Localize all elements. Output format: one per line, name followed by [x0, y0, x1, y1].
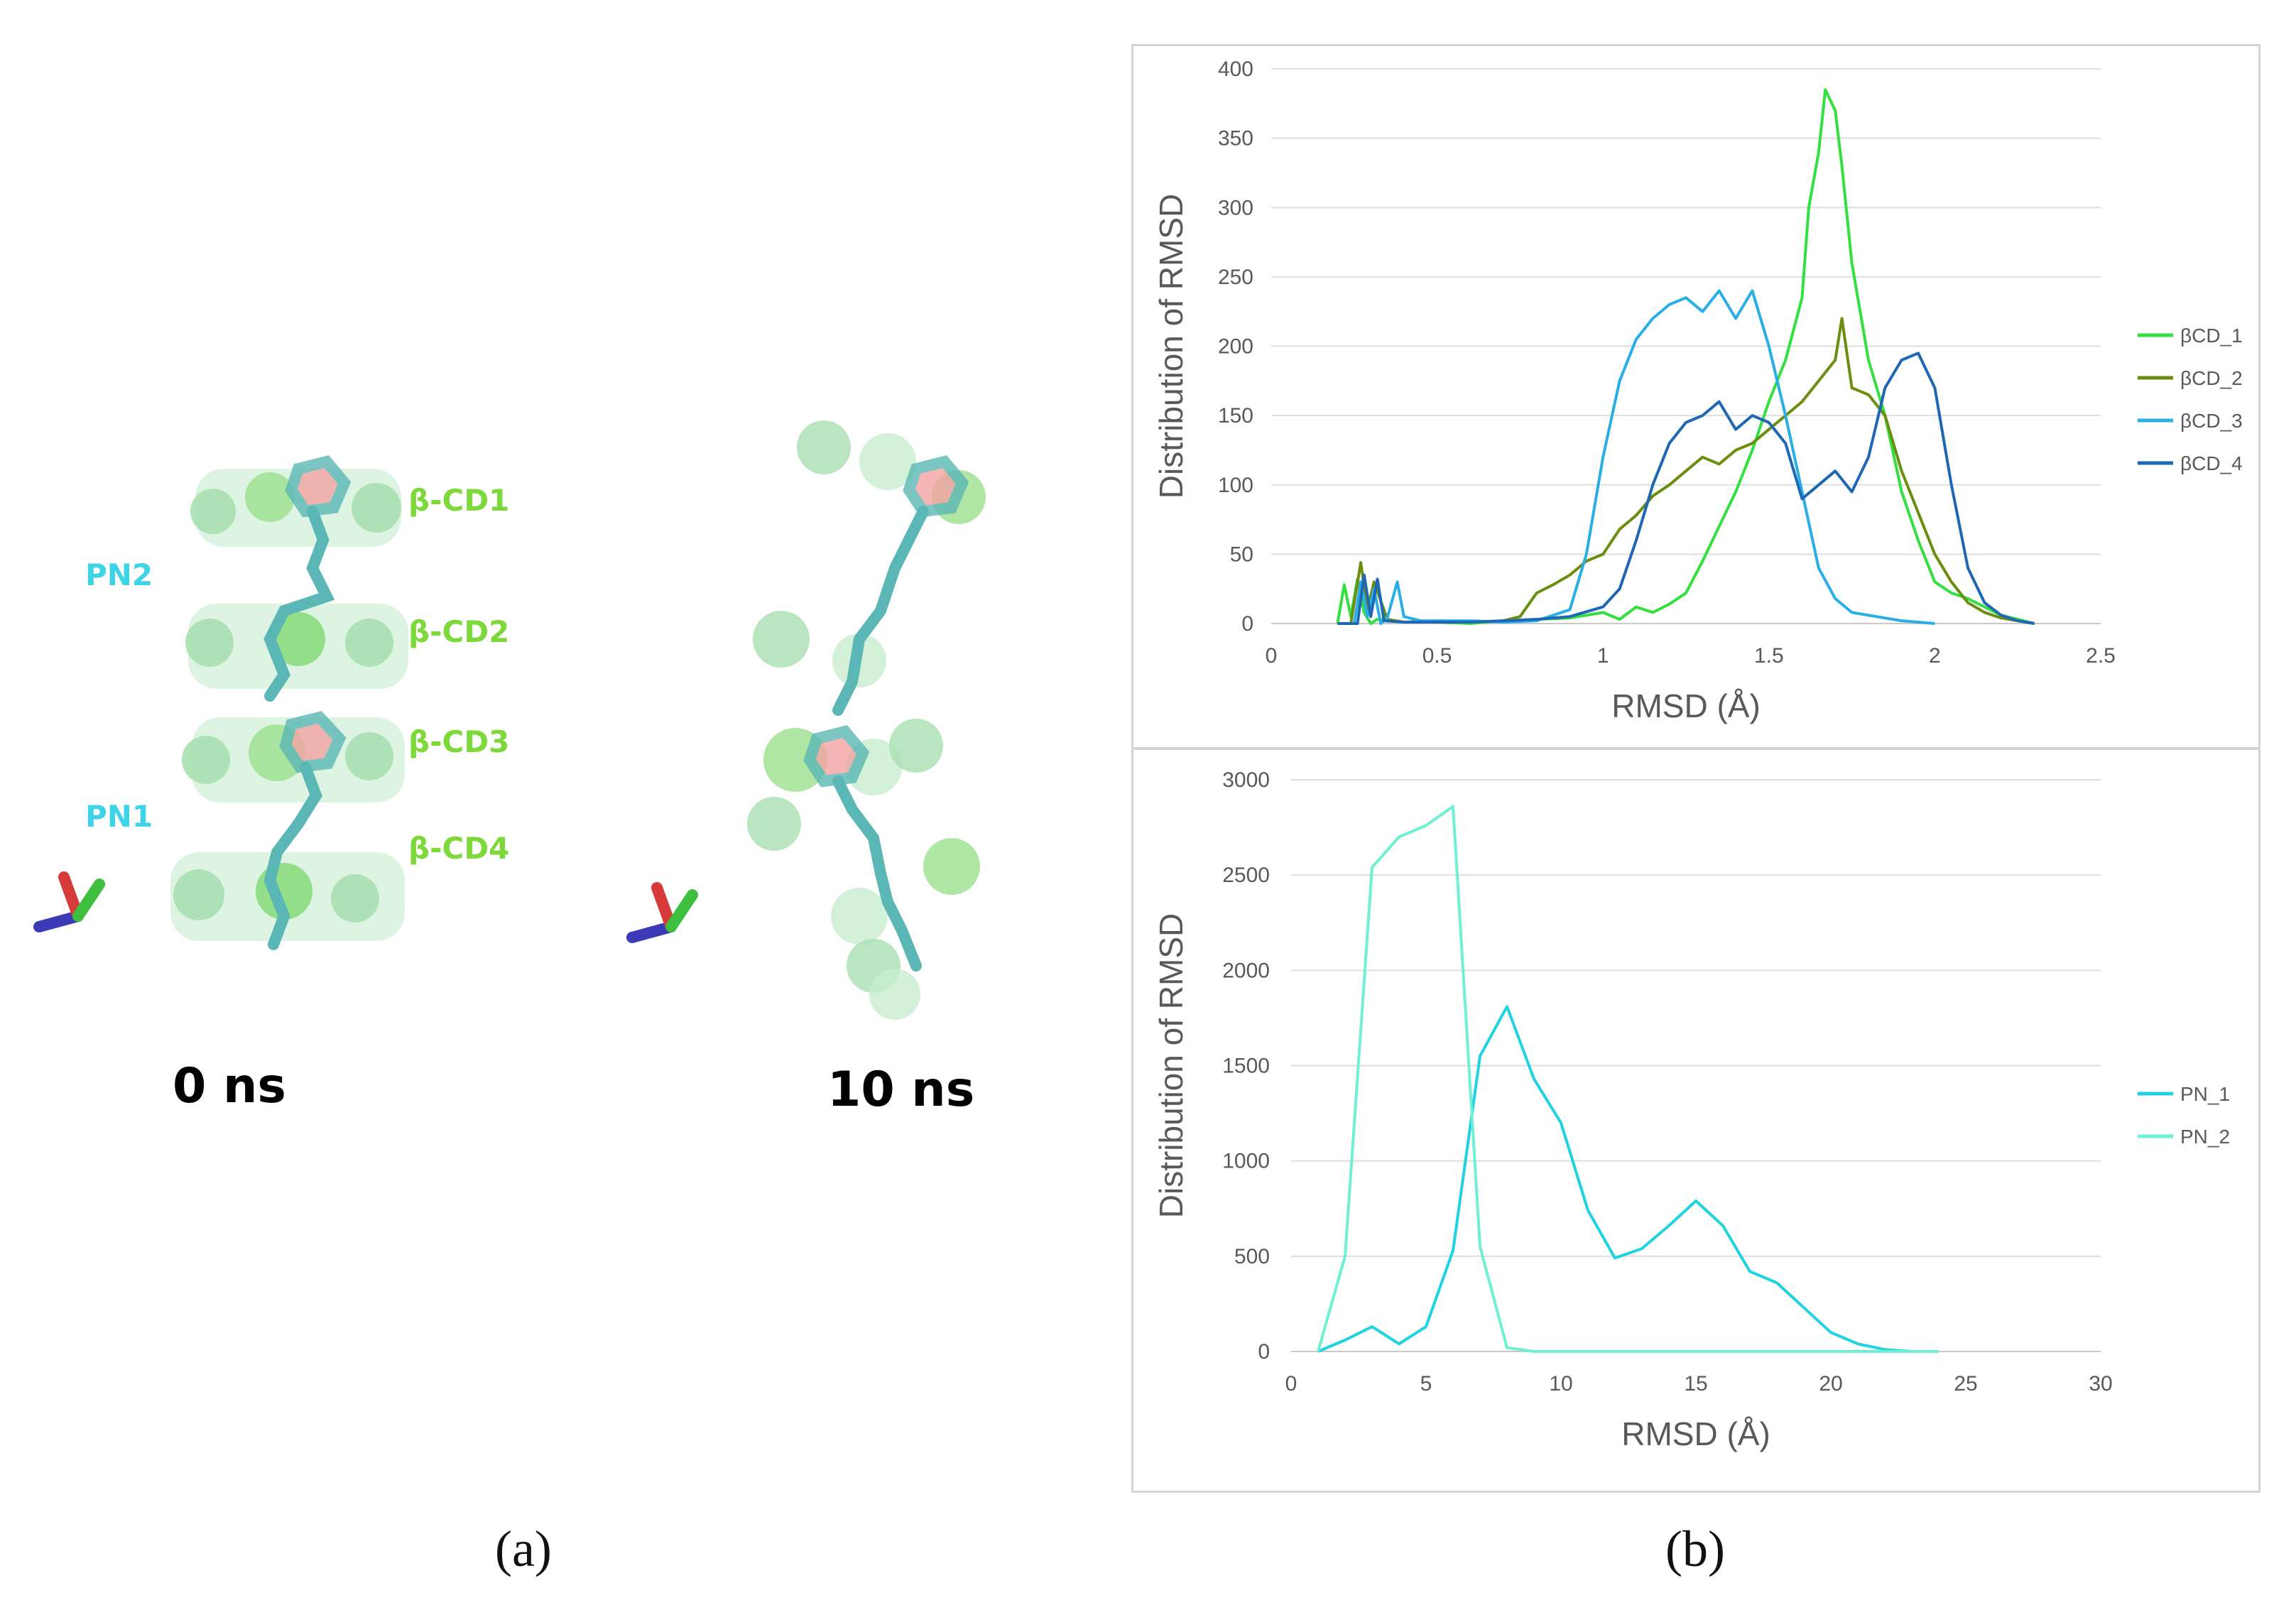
y-tick-label: 50 [1230, 543, 1253, 566]
series-line-pn-1 [1317, 1005, 1939, 1353]
legend-label: βCD_4 [2180, 452, 2243, 474]
y-tick-label: 100 [1218, 474, 1253, 497]
y-tick-label: 0 [1241, 612, 1253, 636]
chart-1: 0 50 100 150 200 250 300 350 400 0 0.5 1 1.5 2 2.5 RMSD… [1153, 58, 2243, 724]
legend-label: βCD_1 [2180, 325, 2243, 347]
y-tick-label: 250 [1218, 266, 1253, 289]
chart-2: 0 500 1000 1500 2000 2500 3000 0 5 10 15 20 25 30 RMSD… [1153, 768, 2230, 1452]
molecule-illustrations [33, 420, 986, 1020]
axes-glyph-right [626, 882, 698, 943]
axes-glyph-left [33, 871, 105, 932]
y-tick-label: 150 [1218, 404, 1253, 428]
y-tick-label: 200 [1218, 335, 1253, 359]
y-tick-label: 500 [1234, 1245, 1270, 1268]
time-label-0ns: 0 ns [173, 1058, 286, 1114]
y-tick-label: 0 [1258, 1340, 1270, 1364]
x-tick-label: 2 [1929, 644, 1941, 668]
y-tick-label: 2000 [1222, 959, 1270, 982]
panel-b-divider [1131, 747, 2260, 750]
panel-a-molecular-snapshots: β-CD1 β-CD2 β-CD3 β-CD4 PN2 PN1 0 ns 10 … [0, 0, 1122, 1601]
y-tick-label: 400 [1218, 58, 1253, 81]
legend-label: PN_1 [2180, 1083, 2230, 1105]
y-tick-label: 2500 [1222, 864, 1270, 887]
label-beta-cd2: β-CD2 [408, 614, 510, 649]
legend-label: βCD_3 [2180, 410, 2243, 432]
label-beta-cd4: β-CD4 [408, 831, 510, 866]
label-beta-cd1: β-CD1 [408, 483, 510, 518]
y-tick-label: 3000 [1222, 768, 1270, 792]
series-line--cd-3 [1337, 289, 1935, 625]
y-axis-title: Distribution of RMSD [1153, 913, 1190, 1218]
x-tick-label: 0.5 [1422, 644, 1452, 668]
label-pn1: PN1 [85, 799, 153, 834]
label-pn2: PN2 [85, 557, 153, 592]
series-line--cd-4 [1337, 352, 2035, 625]
series-line--cd-2 [1337, 317, 2035, 625]
panel-label-a: (a) [495, 1520, 552, 1577]
cd-ring-4 [170, 852, 405, 941]
x-tick-label: 25 [1954, 1372, 1977, 1395]
x-tick-label: 2.5 [2086, 644, 2116, 668]
pn1-molecule [263, 711, 347, 950]
y-tick-label: 1500 [1222, 1055, 1270, 1078]
series-line-pn-2 [1317, 805, 1939, 1353]
x-tick-label: 1.5 [1754, 644, 1784, 668]
x-tick-label: 0 [1266, 644, 1278, 668]
x-tick-label: 10 [1549, 1372, 1572, 1395]
x-tick-label: 0 [1285, 1372, 1297, 1395]
y-tick-label: 1000 [1222, 1150, 1270, 1173]
cd-ring-2 [185, 604, 408, 689]
label-beta-cd3: β-CD3 [408, 724, 510, 759]
panel-label-b: (b) [1665, 1520, 1725, 1577]
x-axis-title: RMSD (Å) [1611, 687, 1761, 724]
time-label-10ns: 10 ns [827, 1062, 975, 1118]
x-tick-label: 5 [1420, 1372, 1432, 1395]
snapshot-0ns [33, 455, 408, 950]
y-tick-label: 350 [1218, 127, 1253, 151]
pn2-molecule [263, 455, 352, 702]
x-tick-label: 1 [1597, 644, 1609, 668]
snapshot-10ns [626, 420, 986, 1020]
x-tick-label: 20 [1819, 1372, 1842, 1395]
legend-label: PN_2 [2180, 1126, 2230, 1148]
y-axis-title: Distribution of RMSD [1153, 194, 1190, 499]
x-tick-label: 15 [1684, 1372, 1707, 1395]
x-tick-label: 30 [2089, 1372, 2112, 1395]
panel-b-frame [1131, 44, 2260, 1493]
legend-label: βCD_2 [2180, 367, 2243, 389]
x-axis-title: RMSD (Å) [1621, 1415, 1770, 1452]
y-tick-label: 300 [1218, 196, 1253, 219]
